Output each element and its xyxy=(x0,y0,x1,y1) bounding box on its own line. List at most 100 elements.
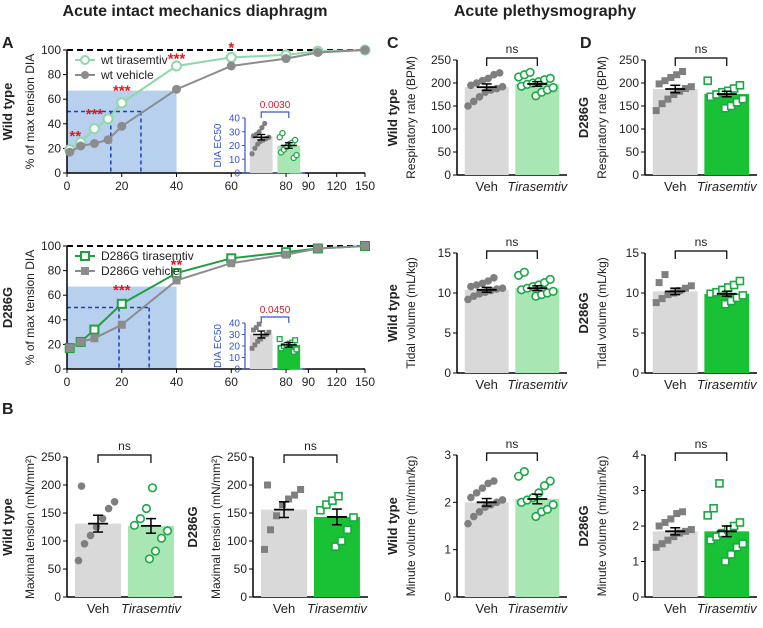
data-point xyxy=(141,503,152,514)
inset-significance-bracket xyxy=(260,111,290,118)
data-point xyxy=(88,123,100,135)
y-tick-label: 5 xyxy=(444,326,451,340)
inset-point xyxy=(293,151,300,159)
inset-chart: 0 10 20 30 40 DIA EC50 0.0030 xyxy=(213,100,305,180)
row-label: Wild type xyxy=(385,497,400,555)
x-tick-label: 150 xyxy=(355,179,375,193)
inset-point xyxy=(249,345,255,351)
bar xyxy=(75,523,122,597)
data-point xyxy=(498,496,507,504)
y-tick-label: 50 xyxy=(234,562,248,576)
y-tick-label: 0 xyxy=(54,362,61,376)
data-point xyxy=(279,501,287,509)
row-label: Wild type xyxy=(0,83,15,141)
y-axis-label: Respiratory rate (BPM) xyxy=(404,56,418,179)
inset-point xyxy=(252,342,258,348)
y-axis-label: Maximal tension (mN/mm²) xyxy=(23,455,37,599)
data-point xyxy=(475,290,484,298)
y-tick-label: 100 xyxy=(41,239,61,253)
y-tick-label: 250 xyxy=(41,450,61,464)
data-point xyxy=(464,295,472,304)
data-point xyxy=(464,102,472,110)
data-point xyxy=(703,76,713,85)
data-point xyxy=(655,80,663,88)
data-point xyxy=(495,69,504,77)
data-point xyxy=(539,481,550,491)
data-point xyxy=(490,274,498,282)
x-tick-label: 0 xyxy=(64,179,71,193)
data-point xyxy=(519,267,529,277)
y-tick-label: 150 xyxy=(431,99,451,113)
x-category-label: Veh xyxy=(664,377,686,392)
y-tick-label: 80 xyxy=(48,68,62,82)
data-point xyxy=(670,91,678,98)
x-tick-label: 90 xyxy=(302,179,316,193)
inset-y-tick-label: 0 xyxy=(234,365,240,376)
data-point xyxy=(117,320,126,329)
row-label: D286G xyxy=(576,292,591,333)
title-mechanics: Acute intact mechanics diaphragm xyxy=(63,3,328,20)
inset-point xyxy=(291,136,299,144)
legend-marker xyxy=(81,71,89,79)
x-category-label: Veh xyxy=(664,179,686,194)
data-point xyxy=(709,503,718,513)
data-point xyxy=(738,94,748,104)
data-point xyxy=(150,546,161,556)
y-tick-label: 60 xyxy=(48,92,62,106)
x-category-label: Tirasemtiv xyxy=(121,601,182,616)
significance-label: ns xyxy=(506,42,519,56)
legend-label: wt tirasemtiv xyxy=(100,53,168,67)
data-point xyxy=(297,485,305,493)
data-point xyxy=(534,488,544,498)
data-point xyxy=(492,285,501,293)
y-tick-label: 40 xyxy=(48,313,62,327)
data-point xyxy=(129,520,140,530)
x-category-label: Tirasemtiv xyxy=(507,601,568,616)
data-point xyxy=(261,545,268,553)
data-point xyxy=(484,277,492,285)
data-point xyxy=(478,484,487,492)
x-category-label: Tirasemtiv xyxy=(697,377,758,392)
panel-letter-b: B xyxy=(2,401,14,418)
data-point xyxy=(331,542,340,551)
x-tick-label: 80 xyxy=(279,179,293,193)
data-point xyxy=(74,556,83,565)
data-point xyxy=(667,515,675,523)
data-point xyxy=(720,557,730,566)
inset-point xyxy=(251,327,256,333)
bar-chart-B_d: D286G Maximal tension (mN/mm²) 0 50 100 150 20… xyxy=(185,439,368,616)
x-tick-label: 120 xyxy=(327,375,347,389)
data-point xyxy=(291,491,299,499)
data-point xyxy=(144,554,155,564)
data-point xyxy=(469,292,478,301)
x-category-label: Veh xyxy=(273,601,295,616)
inset-y-tick-label: 10 xyxy=(229,353,241,364)
data-point xyxy=(687,526,695,534)
y-tick-label: 0 xyxy=(54,590,61,604)
significance-label: ns xyxy=(118,439,131,453)
significance-label: ns xyxy=(695,42,708,56)
significance-label: ns xyxy=(695,437,708,451)
y-tick-label: 200 xyxy=(227,478,247,492)
data-point xyxy=(77,482,86,490)
y-tick-label: 15 xyxy=(438,246,452,260)
bar xyxy=(313,516,360,597)
data-point xyxy=(116,97,128,109)
data-point xyxy=(738,291,748,300)
data-point xyxy=(156,533,167,543)
y-tick-label: 200 xyxy=(431,76,451,90)
data-point xyxy=(89,324,100,335)
legend-label: wt vehicle xyxy=(100,68,154,82)
y-axis-label: Tidal volume (mL/kg) xyxy=(404,257,418,369)
data-point xyxy=(361,242,369,250)
inset-point xyxy=(276,336,283,343)
row-label: Wild type xyxy=(385,89,400,147)
significance-bracket xyxy=(283,454,338,463)
data-point xyxy=(548,82,558,93)
significance-bracket xyxy=(486,57,538,66)
data-point xyxy=(545,274,555,285)
inset-y-tick-label: 30 xyxy=(229,127,241,138)
data-point xyxy=(652,543,660,551)
y-tick-label: 0 xyxy=(632,366,639,380)
data-point xyxy=(490,70,498,79)
